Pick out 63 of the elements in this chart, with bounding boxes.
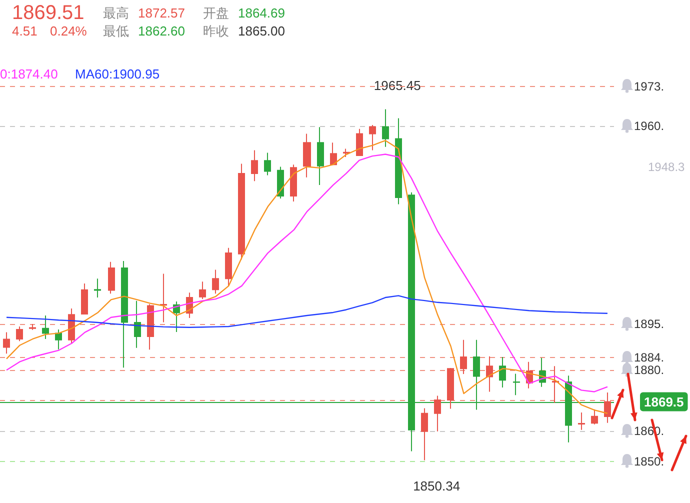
candlestick [121, 260, 128, 368]
candlestick [447, 367, 454, 410]
ref-line-label: 1884. [634, 350, 664, 365]
candlestick [343, 148, 350, 158]
text: MA60:1900.95 [75, 66, 160, 82]
ref-line-label: 1869.5 [644, 394, 684, 410]
candlestick [147, 304, 154, 350]
text: 1872.57 [138, 6, 185, 20]
ref-line-label: 1880. [634, 362, 664, 377]
candlestick [369, 124, 376, 151]
text: 最低 [103, 24, 129, 38]
candlestick [317, 126, 324, 186]
text: 1862.60 [138, 24, 185, 38]
text: 1965.45 [374, 78, 421, 93]
candlestick [108, 261, 115, 294]
candlestick [434, 395, 441, 432]
ref-line-label: 1973. [634, 79, 664, 94]
candlestick [238, 163, 245, 260]
candlestick [16, 326, 23, 342]
text: 开盘 [203, 6, 229, 20]
candlestick [395, 118, 402, 205]
ref-line-label: 1960. [634, 118, 664, 133]
candlestick [591, 408, 598, 425]
text: 1869.51 [12, 2, 84, 24]
text: 最高 [103, 6, 129, 20]
text: 0.24% [50, 24, 88, 38]
candlestick [94, 278, 101, 298]
candlestick [382, 108, 389, 148]
candlestick [277, 166, 284, 199]
candlestick [81, 283, 88, 314]
candlestick [42, 315, 49, 340]
candlestick [251, 150, 258, 182]
candlestick [356, 128, 363, 156]
ref-line-label: 1895. [634, 317, 664, 332]
candlestick [499, 356, 506, 388]
candlestick [578, 412, 585, 430]
candlestick [199, 281, 206, 300]
candlestick [225, 247, 232, 286]
candlestick [421, 408, 428, 461]
text: 4.51 [12, 24, 38, 38]
text: 0:1874.40 [0, 66, 58, 82]
candlestick [160, 273, 167, 323]
candlestick [55, 329, 62, 350]
candlestick [264, 152, 271, 176]
candlestick [29, 324, 36, 330]
candlestick [460, 339, 467, 375]
ref-line-label: 1850. [634, 454, 664, 468]
candlestick [68, 308, 75, 344]
text: 1850.34 [413, 478, 460, 494]
text: 昨收 [203, 24, 229, 38]
text: 1865.00 [238, 24, 285, 38]
candlestick [552, 366, 559, 404]
candlestick [290, 164, 297, 202]
candlestick [486, 356, 493, 392]
candlestick [134, 300, 141, 348]
text: 1864.69 [238, 6, 285, 20]
candlestick [303, 133, 311, 178]
candlestick [212, 269, 219, 294]
candlestick [513, 373, 520, 396]
candlestick [604, 392, 611, 424]
candlestick [3, 332, 10, 354]
candlestick [330, 142, 337, 166]
text: 1948.3 [648, 160, 686, 174]
